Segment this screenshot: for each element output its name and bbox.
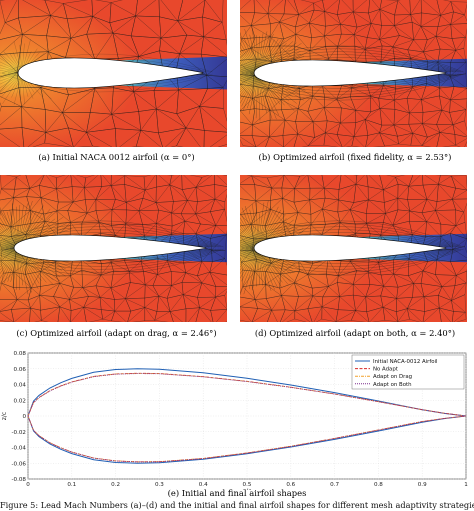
x-tick-label: 0.4 (199, 482, 208, 488)
y-tick-label: 0.06 (14, 367, 27, 373)
x-tick-label: 0.3 (155, 482, 164, 488)
mesh-field (240, 175, 467, 322)
airfoil-body (13, 234, 207, 262)
x-tick-label: 1 (464, 482, 468, 488)
y-tick-label: -0.06 (12, 461, 27, 467)
airfoil-shape-chart: 0 0.1 0.2 0.3 0.4 0.5 0.6 0.7 0.8 0.9 1 0.08 0.06 0.0… (1, 351, 468, 490)
x-tick-label: 0.1 (67, 482, 76, 488)
mesh-panel-a (0, 0, 227, 147)
mesh-panel-b (240, 0, 467, 147)
y-tick-label: 0.04 (14, 383, 27, 389)
airfoil-body (17, 57, 204, 89)
panel-caption-b: (b) Optimized airfoil (fixed fidelity, α… (258, 152, 452, 162)
x-tick-label: 0.8 (374, 482, 383, 488)
legend-entry: Adapt on Drag (373, 374, 412, 380)
figure-caption: Figure 5: Lead Mach Numbers (a)–(d) and … (0, 500, 474, 510)
mesh-field (240, 0, 467, 147)
y-tick-label: -0.02 (12, 430, 26, 436)
y-axis-label: z/c (1, 412, 8, 420)
x-tick-label: 0 (26, 482, 30, 488)
y-tick-label: -0.08 (12, 477, 27, 483)
mesh-field (0, 0, 227, 147)
legend-entry: Adapt on Both (373, 382, 412, 388)
x-tick-label: 0.2 (111, 482, 120, 488)
x-tick-label: 0.7 (330, 482, 339, 488)
legend (351, 354, 465, 390)
chart-caption: (e) Initial and final airfoil shapes (167, 488, 307, 498)
panel-caption-d: (d) Optimized airfoil (adapt on both, α … (254, 328, 456, 338)
y-tick-label: -0.04 (12, 446, 27, 452)
y-tick-label: 0.02 (14, 398, 26, 404)
x-tick-label: 0.9 (418, 482, 427, 488)
mesh-field (0, 175, 227, 322)
panel-caption-c: (c) Optimized airfoil (adapt on drag, α … (16, 328, 217, 338)
legend-entry: Initial NACA-0012 Airfoil (373, 359, 438, 365)
mesh-panel-d (240, 175, 467, 322)
airfoil-body (253, 234, 447, 262)
x-tick-label: 0.6 (286, 482, 295, 488)
series-line-3 (27, 373, 467, 463)
x-axis-label: x/c (243, 488, 252, 490)
legend-entry: No Adapt (373, 367, 398, 373)
panel-caption-a: (a) Initial NACA 0012 airfoil (α = 0°) (38, 152, 195, 162)
y-tick-label: 0.08 (14, 351, 27, 357)
x-tick-label: 0.5 (243, 482, 252, 488)
airfoil-body (253, 59, 447, 87)
mesh-panel-c (0, 175, 227, 322)
y-tick-label: 0 (22, 414, 26, 420)
